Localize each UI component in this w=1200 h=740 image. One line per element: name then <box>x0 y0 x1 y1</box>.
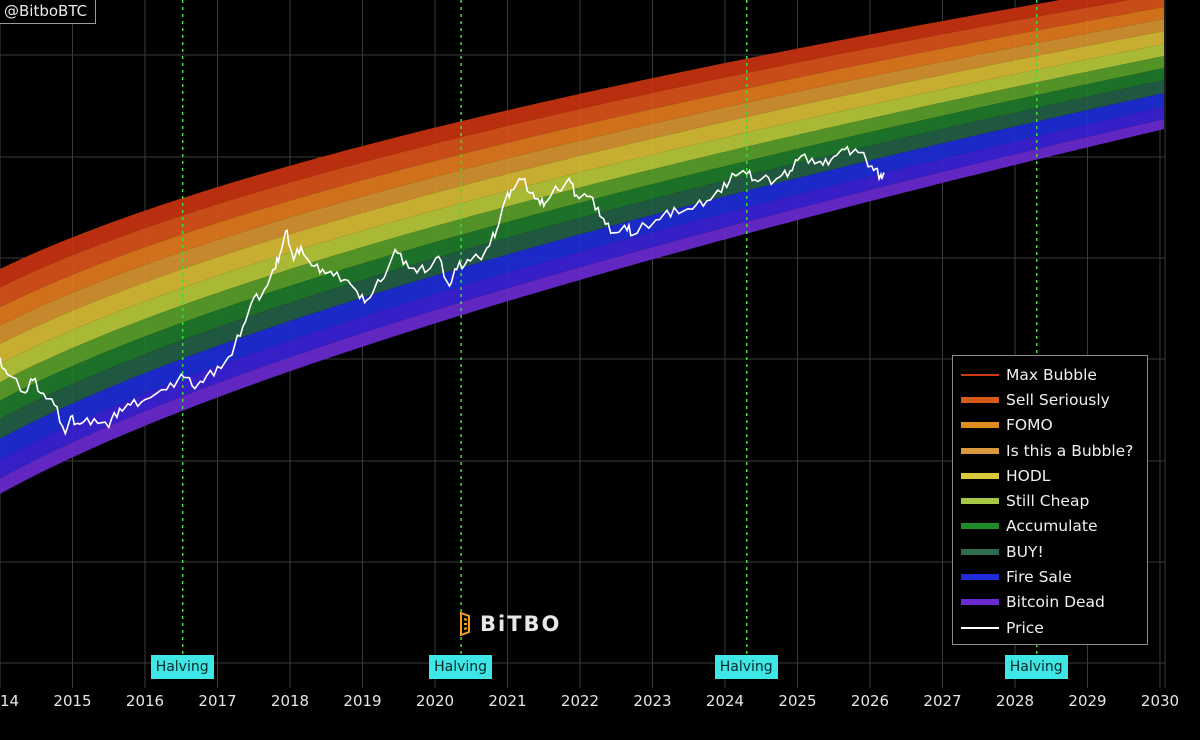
legend-item: Price <box>961 615 1147 640</box>
legend-item: Bitcoin Dead <box>961 590 1147 615</box>
legend-item: Max Bubble <box>961 362 1147 387</box>
legend-item: Fire Sale <box>961 564 1147 589</box>
legend-swatch <box>961 498 999 505</box>
legend-label: Max Bubble <box>1006 365 1097 384</box>
x-tick-label: 2030 <box>1141 692 1179 710</box>
author-handle: @BitboBTC <box>0 0 97 24</box>
x-tick-label: 2019 <box>343 692 381 710</box>
legend-swatch <box>961 574 999 581</box>
legend-swatch <box>961 422 999 429</box>
halving-label: Halving <box>1004 655 1068 679</box>
x-tick-label: 2018 <box>271 692 309 710</box>
legend-item: Still Cheap <box>961 488 1147 513</box>
rainbow-band <box>0 56 1164 401</box>
legend-item: Is this a Bubble? <box>961 438 1147 463</box>
halving-label: Halving <box>150 655 214 679</box>
bitbo-wordmark: BiTBO <box>480 612 562 636</box>
legend-item: FOMO <box>961 413 1147 438</box>
legend-label: Sell Seriously <box>1006 390 1110 409</box>
rainbow-band <box>0 44 1164 383</box>
bitbo-logo-icon <box>460 612 470 636</box>
rainbow-band <box>0 107 1164 479</box>
legend-swatch <box>961 626 999 629</box>
x-axis-ticks: 2014 2015 2016 2017 2018 2019 2020 2021 2022 2023… <box>0 692 1179 710</box>
bitbo-watermark: BiTBO <box>458 612 561 636</box>
rainbow-band <box>0 93 1164 461</box>
rainbow-band <box>0 119 1164 494</box>
legend-swatch <box>961 447 999 454</box>
legend-label: Is this a Bubble? <box>1006 441 1134 460</box>
legend-swatch <box>961 396 999 403</box>
legend-label: Accumulate <box>1006 517 1098 536</box>
rainbow-bands <box>0 0 1164 494</box>
legend-label: HODL <box>1006 466 1051 485</box>
rainbow-band <box>0 19 1164 344</box>
legend-label: FOMO <box>1006 416 1053 435</box>
legend-item: BUY! <box>961 539 1147 564</box>
legend-label: BUY! <box>1006 542 1044 561</box>
legend-swatch <box>961 472 999 479</box>
legend: Max Bubble Sell Seriously FOMO Is this a Bu… <box>952 355 1148 645</box>
legend-swatch <box>961 599 999 606</box>
x-tick-label: 2016 <box>126 692 164 710</box>
legend-item: Accumulate <box>961 514 1147 539</box>
legend-label: Still Cheap <box>1006 492 1090 511</box>
x-tick-label: 2028 <box>996 692 1034 710</box>
x-tick-label: 2020 <box>416 692 454 710</box>
x-tick-label: 2021 <box>488 692 526 710</box>
x-tick-label: 2017 <box>198 692 236 710</box>
price-line <box>0 145 885 436</box>
legend-label: Price <box>1006 618 1044 637</box>
x-tick-label: 2024 <box>706 692 744 710</box>
x-tick-label: 2022 <box>561 692 599 710</box>
legend-label: Bitcoin Dead <box>1006 593 1105 612</box>
legend-swatch <box>961 523 999 530</box>
halving-label: Halving <box>714 655 778 679</box>
x-tick-label: 2029 <box>1068 692 1106 710</box>
rainbow-band <box>0 7 1164 326</box>
price-series <box>0 145 885 436</box>
x-tick-label: 2027 <box>923 692 961 710</box>
legend-swatch <box>961 373 999 376</box>
legend-item: Sell Seriously <box>961 387 1147 412</box>
rainbow-band <box>0 80 1164 439</box>
legend-label: Fire Sale <box>1006 568 1072 587</box>
legend-swatch <box>961 548 999 555</box>
halving-label: Halving <box>429 655 493 679</box>
x-tick-label: 2026 <box>851 692 889 710</box>
x-tick-label: 2015 <box>53 692 91 710</box>
x-tick-label: 2014 <box>0 692 19 710</box>
rainbow-band <box>0 68 1164 419</box>
rainbow-band <box>0 31 1164 364</box>
x-tick-label: 2025 <box>778 692 816 710</box>
x-tick-label: 2023 <box>633 692 671 710</box>
legend-item: HODL <box>961 463 1147 488</box>
